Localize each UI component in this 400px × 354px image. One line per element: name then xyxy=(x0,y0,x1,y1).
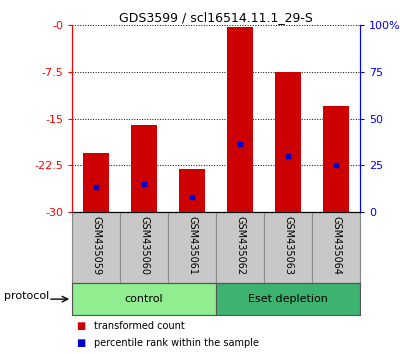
Bar xyxy=(275,72,301,212)
Bar xyxy=(227,27,253,212)
Bar xyxy=(131,125,157,212)
Bar xyxy=(168,212,216,283)
Bar xyxy=(83,153,109,212)
Text: control: control xyxy=(125,294,163,304)
Text: GSM435060: GSM435060 xyxy=(139,216,149,275)
Text: ■: ■ xyxy=(76,338,85,348)
Title: GDS3599 / scl16514.11.1_29-S: GDS3599 / scl16514.11.1_29-S xyxy=(119,11,313,24)
Text: GSM435059: GSM435059 xyxy=(91,216,101,275)
Bar xyxy=(264,212,312,283)
Text: GSM435062: GSM435062 xyxy=(235,216,245,275)
Bar xyxy=(179,169,205,212)
Text: GSM435061: GSM435061 xyxy=(187,216,197,275)
Bar xyxy=(72,212,120,283)
Bar xyxy=(120,212,168,283)
Text: transformed count: transformed count xyxy=(94,321,185,331)
Text: percentile rank within the sample: percentile rank within the sample xyxy=(94,338,259,348)
Bar xyxy=(72,283,216,315)
Text: GSM435063: GSM435063 xyxy=(283,216,293,275)
Text: ■: ■ xyxy=(76,321,85,331)
Text: GSM435064: GSM435064 xyxy=(331,216,341,275)
Text: Eset depletion: Eset depletion xyxy=(248,294,328,304)
Bar xyxy=(323,106,349,212)
Text: protocol: protocol xyxy=(4,291,49,301)
Bar xyxy=(216,212,264,283)
Bar xyxy=(312,212,360,283)
Bar xyxy=(216,283,360,315)
